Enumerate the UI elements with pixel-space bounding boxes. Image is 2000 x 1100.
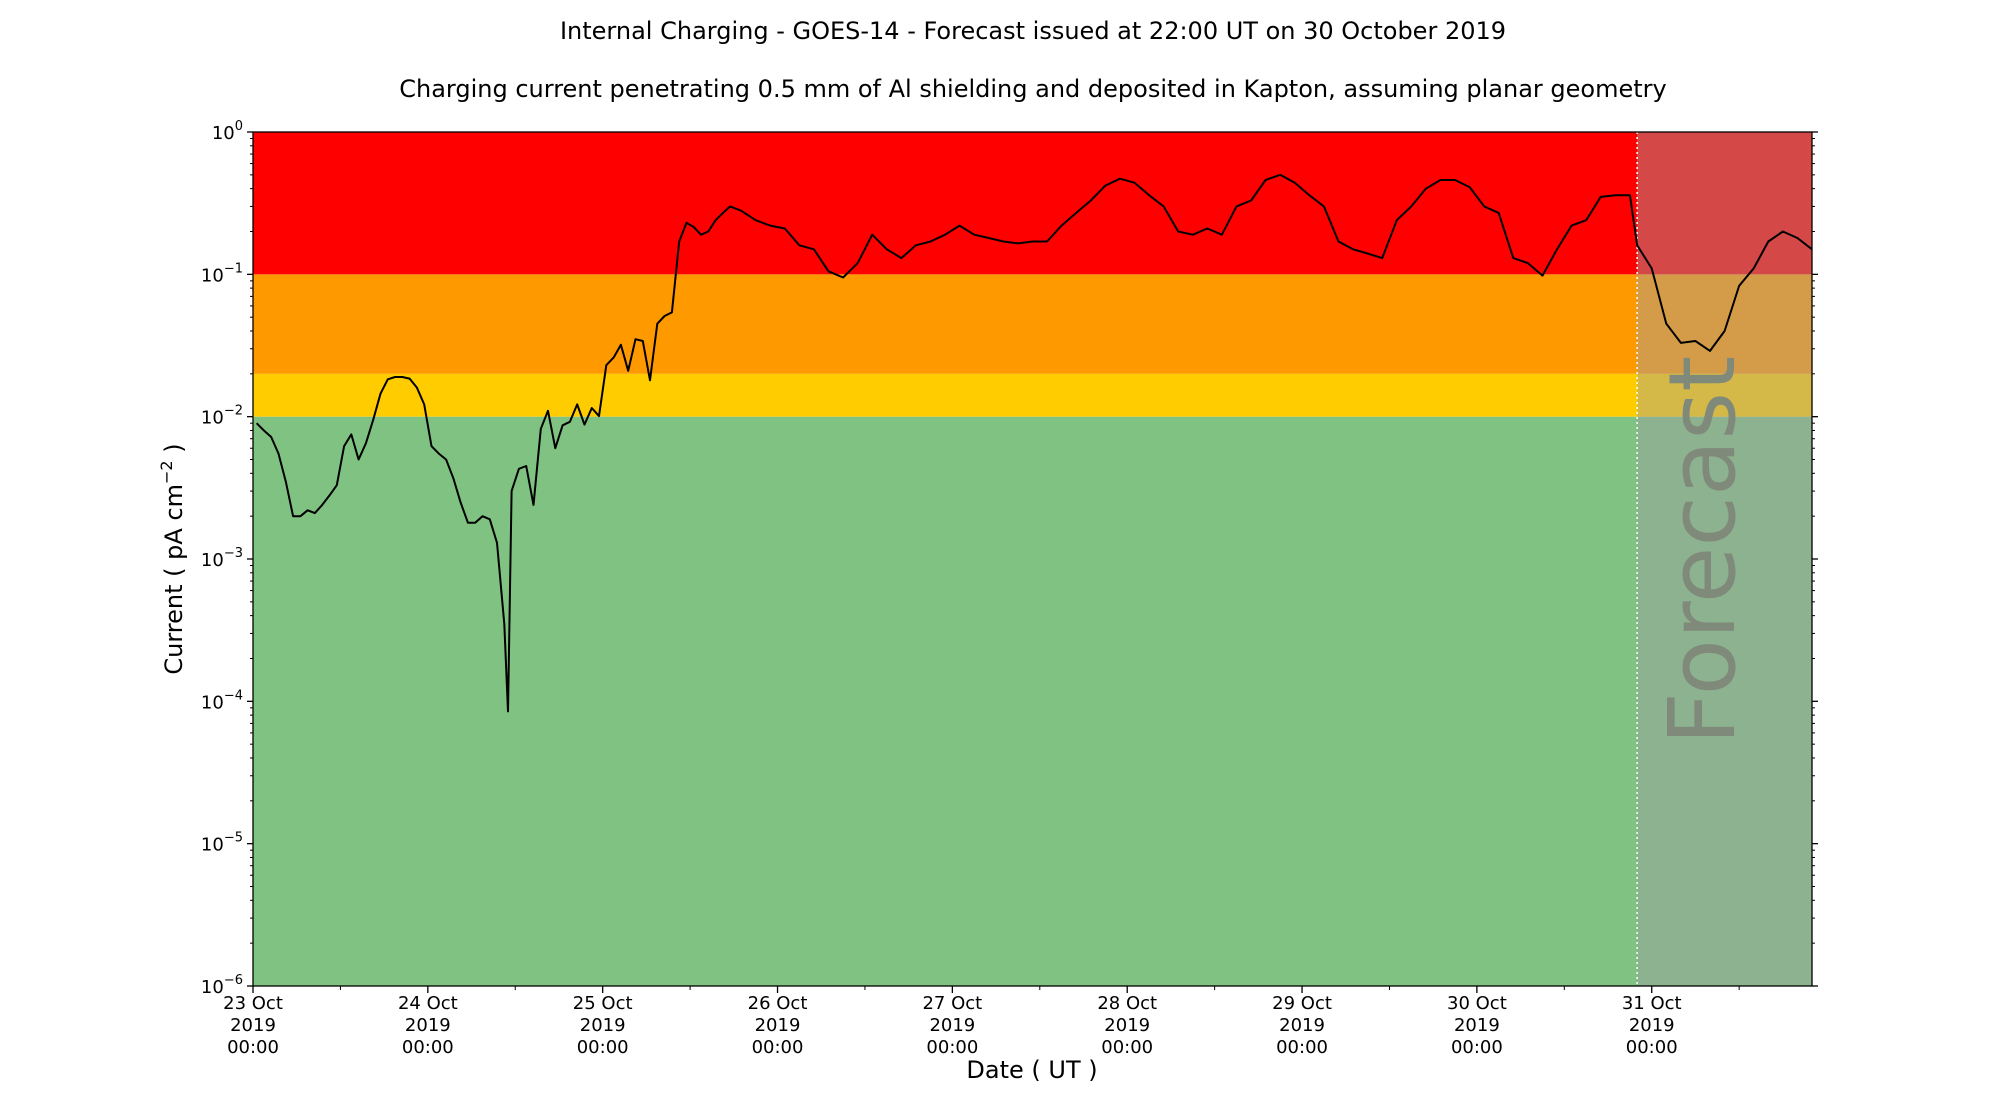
x-tick-label-3-1: 2019 xyxy=(755,1015,801,1036)
forecast-label: Forecast xyxy=(1649,356,1756,745)
x-tick-label-2-2: 00:00 xyxy=(577,1037,629,1058)
x-tick-label-4-0: 27 Oct xyxy=(922,993,982,1014)
severity-band-3 xyxy=(253,132,1812,275)
x-tick-label-1-2: 00:00 xyxy=(402,1037,454,1058)
x-tick-label-8-2: 00:00 xyxy=(1626,1037,1678,1058)
x-tick-label-3-2: 00:00 xyxy=(752,1037,804,1058)
x-tick-label-7-0: 30 Oct xyxy=(1447,993,1507,1014)
x-tick-label-6-1: 2019 xyxy=(1279,1015,1325,1036)
x-tick-label-7-2: 00:00 xyxy=(1451,1037,1503,1058)
x-tick-label-5-2: 00:00 xyxy=(1101,1037,1153,1058)
y-tick-label-0: 10−6 xyxy=(201,973,243,998)
severity-band-2 xyxy=(253,274,1812,374)
y-tick-label-3: 10−3 xyxy=(201,546,243,571)
series-line-0 xyxy=(255,173,1813,713)
x-tick-label-0-2: 00:00 xyxy=(227,1037,279,1058)
x-tick-label-8-0: 31 Oct xyxy=(1622,993,1682,1014)
x-tick-label-0-0: 23 Oct xyxy=(223,993,283,1014)
x-tick-label-5-1: 2019 xyxy=(1104,1015,1150,1036)
plot-area: Forecast xyxy=(252,131,1813,987)
x-tick-label-2-0: 25 Oct xyxy=(573,993,633,1014)
x-axis-label: Date ( UT ) xyxy=(966,1056,1097,1084)
forecast-overlay: Forecast xyxy=(1636,132,1812,986)
y-axis-label-exponent: −2 xyxy=(157,460,176,484)
x-tick-label-0-1: 2019 xyxy=(230,1015,276,1036)
forecast-region xyxy=(1637,132,1812,986)
x-tick-label-2-1: 2019 xyxy=(580,1015,626,1036)
x-tick-label-6-2: 00:00 xyxy=(1276,1037,1328,1058)
y-axis-label: Current ( pA cm−2 ) xyxy=(157,443,188,674)
y-axis: 10−6 10−5 10−4 10−3 10−2 10−1 100 xyxy=(201,119,1818,998)
x-tick-label-1-1: 2019 xyxy=(405,1015,451,1036)
y-tick-label-4: 10−2 xyxy=(201,404,243,429)
y-axis-label-main: Current ( pA cm xyxy=(160,484,188,675)
y-axis-label-close: ) xyxy=(160,443,188,460)
severity-bands xyxy=(253,132,1812,987)
y-tick-label-1: 10−5 xyxy=(201,831,243,856)
chart-title: Internal Charging - GOES-14 - Forecast i… xyxy=(560,17,1506,45)
severity-band-0 xyxy=(253,416,1812,987)
x-tick-label-6-0: 29 Oct xyxy=(1272,993,1332,1014)
chart-subtitle: Charging current penetrating 0.5 mm of A… xyxy=(399,75,1667,103)
y-tick-label-5: 10−1 xyxy=(201,261,243,286)
x-tick-label-1-0: 24 Oct xyxy=(398,993,458,1014)
x-tick-label-8-1: 2019 xyxy=(1629,1015,1675,1036)
x-tick-label-3-0: 26 Oct xyxy=(748,993,808,1014)
x-tick-label-4-1: 2019 xyxy=(929,1015,975,1036)
x-tick-label-5-0: 28 Oct xyxy=(1097,993,1157,1014)
series-layer xyxy=(255,173,1813,713)
x-tick-label-4-2: 00:00 xyxy=(926,1037,978,1058)
y-tick-label-2: 10−4 xyxy=(201,688,243,713)
severity-band-1 xyxy=(253,373,1812,417)
y-tick-label-6: 100 xyxy=(212,119,243,144)
x-tick-label-7-1: 2019 xyxy=(1454,1015,1500,1036)
